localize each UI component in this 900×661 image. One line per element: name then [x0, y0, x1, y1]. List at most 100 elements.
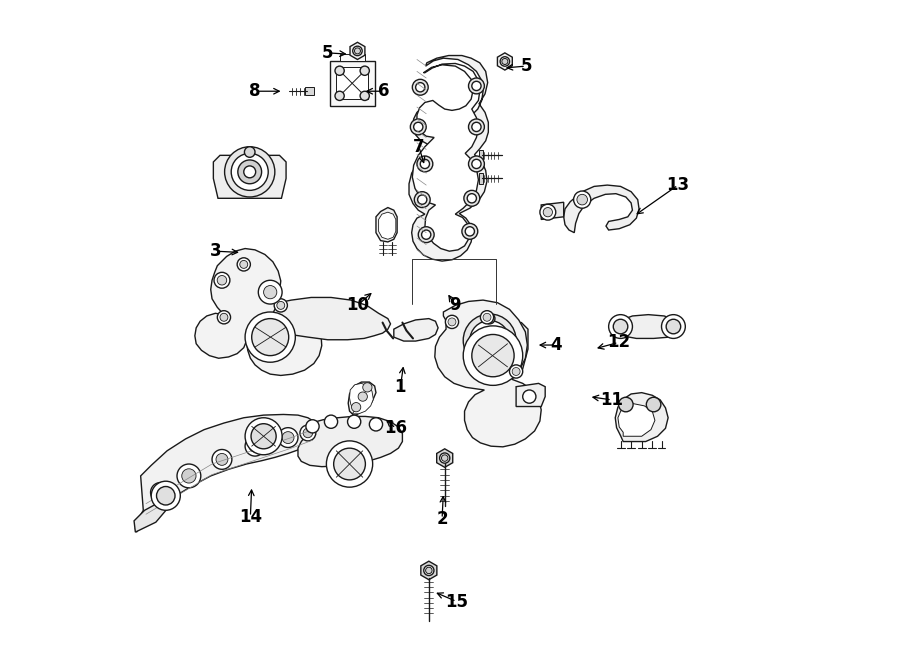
Text: 10: 10	[346, 296, 369, 315]
Polygon shape	[479, 173, 483, 184]
Polygon shape	[412, 63, 480, 251]
Text: 12: 12	[607, 333, 630, 352]
Text: 5: 5	[322, 44, 334, 62]
Circle shape	[220, 313, 228, 321]
Text: 1: 1	[395, 377, 406, 396]
Circle shape	[417, 156, 433, 172]
Circle shape	[414, 122, 423, 132]
Circle shape	[182, 469, 196, 483]
Circle shape	[249, 440, 261, 452]
Circle shape	[282, 432, 294, 444]
Circle shape	[484, 313, 495, 324]
Circle shape	[469, 119, 484, 135]
Circle shape	[577, 194, 588, 205]
Circle shape	[540, 204, 556, 220]
Circle shape	[481, 311, 493, 324]
Text: 13: 13	[667, 176, 689, 194]
Circle shape	[472, 122, 482, 132]
Circle shape	[512, 368, 520, 375]
Circle shape	[446, 315, 459, 329]
Circle shape	[467, 194, 476, 203]
Circle shape	[358, 392, 367, 401]
Circle shape	[324, 415, 338, 428]
Polygon shape	[451, 323, 528, 369]
Circle shape	[353, 46, 362, 56]
Circle shape	[464, 190, 480, 206]
Circle shape	[214, 272, 230, 288]
Polygon shape	[213, 155, 286, 198]
Polygon shape	[541, 202, 563, 219]
Circle shape	[477, 328, 502, 353]
Circle shape	[150, 483, 170, 502]
Circle shape	[245, 418, 282, 455]
Circle shape	[442, 455, 448, 461]
Circle shape	[618, 397, 633, 412]
Circle shape	[448, 318, 456, 326]
Circle shape	[277, 301, 284, 309]
Polygon shape	[298, 416, 402, 467]
Circle shape	[410, 119, 427, 135]
Circle shape	[217, 276, 227, 285]
Text: 6: 6	[378, 82, 390, 100]
Circle shape	[360, 66, 369, 75]
Circle shape	[472, 81, 482, 91]
Circle shape	[335, 91, 344, 100]
Circle shape	[151, 481, 180, 510]
Circle shape	[216, 453, 228, 465]
Text: 7: 7	[413, 137, 425, 156]
Circle shape	[244, 166, 256, 178]
Polygon shape	[376, 208, 397, 242]
Circle shape	[245, 147, 255, 157]
Polygon shape	[435, 300, 541, 447]
Circle shape	[258, 280, 282, 304]
Polygon shape	[421, 561, 436, 580]
Polygon shape	[616, 393, 668, 442]
Circle shape	[483, 313, 491, 321]
Circle shape	[347, 415, 361, 428]
Polygon shape	[379, 212, 396, 239]
Circle shape	[251, 424, 276, 449]
Circle shape	[439, 453, 450, 463]
Circle shape	[414, 192, 430, 208]
Text: 15: 15	[446, 592, 468, 611]
Polygon shape	[498, 53, 512, 70]
Polygon shape	[394, 319, 438, 341]
Circle shape	[465, 227, 474, 236]
Circle shape	[360, 91, 369, 100]
Circle shape	[369, 418, 382, 431]
Polygon shape	[134, 502, 167, 532]
Circle shape	[418, 195, 427, 204]
Circle shape	[335, 66, 344, 75]
Circle shape	[608, 315, 633, 338]
Circle shape	[483, 334, 496, 346]
Circle shape	[245, 312, 295, 362]
Text: 5: 5	[520, 57, 532, 75]
Circle shape	[278, 428, 298, 447]
Polygon shape	[329, 61, 374, 106]
Circle shape	[462, 223, 478, 239]
Circle shape	[274, 299, 287, 312]
Polygon shape	[339, 54, 365, 61]
Polygon shape	[349, 383, 373, 414]
Circle shape	[472, 334, 514, 377]
Circle shape	[264, 286, 277, 299]
Circle shape	[363, 383, 372, 392]
Circle shape	[238, 160, 262, 184]
Text: 16: 16	[384, 419, 408, 438]
Polygon shape	[350, 42, 365, 59]
Text: 4: 4	[550, 336, 562, 354]
Circle shape	[420, 159, 429, 169]
Circle shape	[212, 449, 232, 469]
Polygon shape	[409, 56, 489, 261]
Circle shape	[502, 58, 508, 65]
Circle shape	[352, 403, 361, 412]
Circle shape	[177, 464, 201, 488]
Circle shape	[472, 159, 482, 169]
Text: 14: 14	[238, 508, 262, 526]
Circle shape	[245, 436, 265, 456]
Polygon shape	[563, 185, 639, 233]
Circle shape	[412, 79, 428, 95]
Circle shape	[464, 326, 523, 385]
Circle shape	[217, 311, 230, 324]
Circle shape	[469, 156, 484, 172]
